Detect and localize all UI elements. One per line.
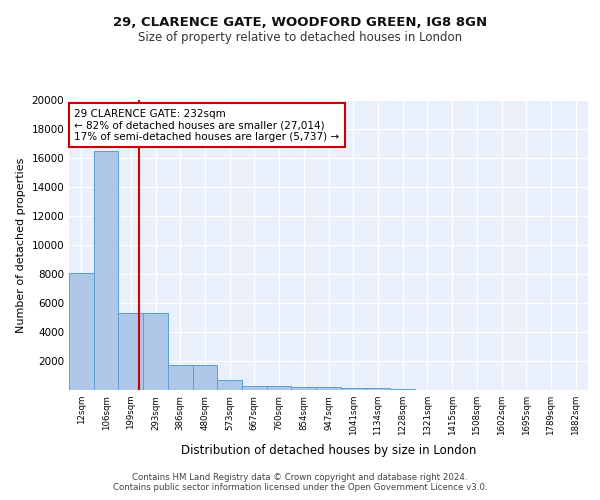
Bar (292, 387, 316, 390)
Y-axis label: Number of detached properties: Number of detached properties (16, 158, 26, 332)
Bar (118, 313, 143, 390)
Bar (94, 151, 118, 390)
Text: 29 CLARENCE GATE: 232sqm
← 82% of detached houses are smaller (27,014)
17% of se: 29 CLARENCE GATE: 232sqm ← 82% of detach… (74, 108, 340, 142)
Bar (316, 388, 341, 390)
Bar (267, 386, 292, 390)
Bar (69, 272, 94, 390)
Bar (193, 364, 217, 390)
Bar (242, 386, 267, 390)
Bar (143, 313, 168, 390)
Bar (168, 364, 193, 390)
Text: 29, CLARENCE GATE, WOODFORD GREEN, IG8 8GN: 29, CLARENCE GATE, WOODFORD GREEN, IG8 8… (113, 16, 487, 29)
X-axis label: Distribution of detached houses by size in London: Distribution of detached houses by size … (181, 444, 476, 456)
Text: Contains HM Land Registry data © Crown copyright and database right 2024.
Contai: Contains HM Land Registry data © Crown c… (113, 473, 487, 492)
Bar (365, 388, 390, 390)
Text: Size of property relative to detached houses in London: Size of property relative to detached ho… (138, 31, 462, 44)
Bar (217, 380, 242, 390)
Bar (341, 388, 365, 390)
Bar (390, 388, 415, 390)
